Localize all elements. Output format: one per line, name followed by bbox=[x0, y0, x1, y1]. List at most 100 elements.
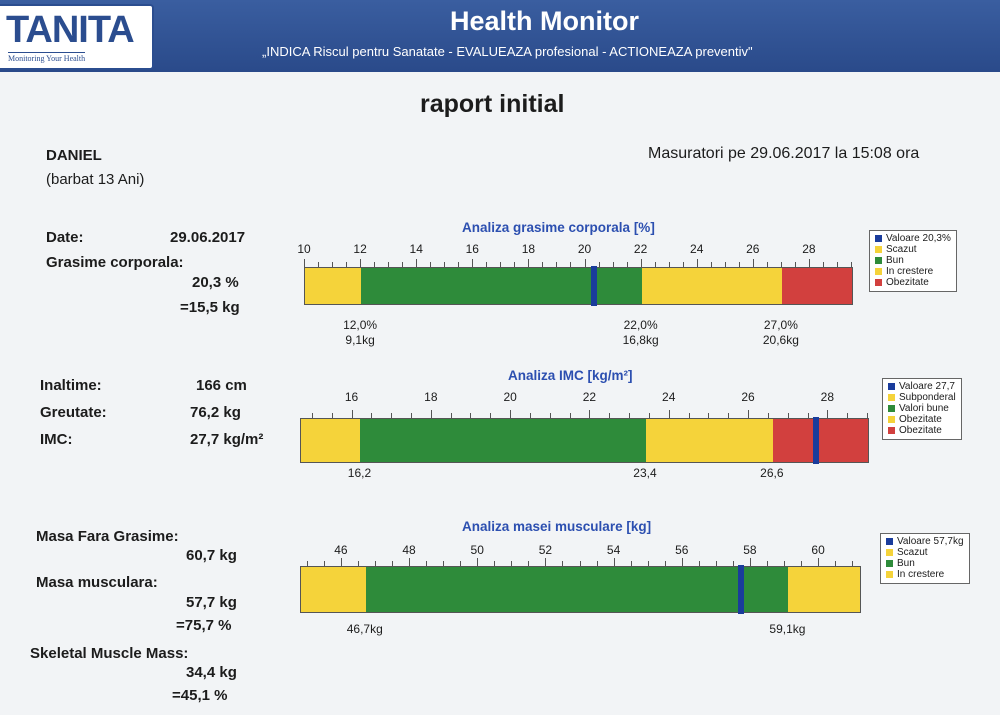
axis-tick bbox=[351, 410, 353, 418]
fat-chart-legend: Valoare 20,3% Scazut Bun In crestere Obezita… bbox=[869, 230, 957, 292]
fat-percent: 20,3 % bbox=[192, 274, 239, 291]
legend-swatch bbox=[875, 257, 882, 264]
fat-chart-title: Analiza grasime corporala [%] bbox=[462, 220, 655, 235]
legend-swatch bbox=[875, 279, 882, 286]
bar-segment-yellow bbox=[645, 419, 773, 462]
axis-tick bbox=[738, 262, 740, 267]
tick-label: 52 bbox=[538, 543, 553, 557]
threshold-value: 27,0% bbox=[763, 318, 798, 332]
axis-tick bbox=[426, 561, 428, 566]
axis-tick bbox=[688, 413, 690, 418]
bar-segment-green bbox=[365, 567, 789, 612]
axis-tick bbox=[486, 262, 488, 267]
axis-tick bbox=[668, 262, 670, 267]
app-title: Health Monitor bbox=[450, 6, 639, 36]
axis-tick bbox=[836, 262, 838, 267]
skeletal-percent: =45,1 % bbox=[172, 687, 228, 704]
axis-tick bbox=[569, 413, 571, 418]
axis-tick bbox=[851, 262, 852, 267]
tick-label: 12 bbox=[353, 242, 367, 256]
muscle-chart-legend: Valoare 57,7kg Scazut Bun In crestere bbox=[880, 533, 970, 584]
axis-tick bbox=[458, 262, 460, 267]
axis-tick bbox=[626, 262, 628, 267]
threshold-label: 59,1kg bbox=[769, 622, 805, 637]
axis-tick bbox=[304, 259, 305, 267]
height-label: Inaltime: bbox=[40, 377, 102, 394]
axis-tick bbox=[514, 262, 516, 267]
axis-tick bbox=[340, 558, 342, 566]
date-label: Date: bbox=[46, 229, 84, 246]
axis-tick bbox=[472, 259, 474, 267]
axis-tick bbox=[698, 561, 700, 566]
fat-label: Grasime corporala: bbox=[46, 254, 184, 271]
threshold-mass: 16,8kg bbox=[622, 333, 659, 347]
axis-tick bbox=[556, 262, 558, 267]
axis-tick bbox=[500, 262, 502, 267]
bar-segment-yellow bbox=[301, 567, 366, 612]
axis-tick bbox=[787, 413, 789, 418]
axis-tick bbox=[598, 262, 600, 267]
axis-tick bbox=[528, 561, 530, 566]
axis-tick bbox=[430, 262, 432, 267]
axis-tick bbox=[409, 558, 411, 566]
weight-value: 76,2 kg bbox=[190, 404, 241, 421]
legend-label: Scazut bbox=[886, 244, 917, 255]
bar-segment-green bbox=[361, 268, 642, 304]
tick-label: 28 bbox=[820, 390, 835, 404]
legend-item: Bun bbox=[875, 255, 951, 266]
axis-tick bbox=[808, 259, 810, 267]
axis-tick bbox=[374, 561, 376, 566]
legend-label: Obezitate bbox=[886, 277, 929, 288]
tick-label: 54 bbox=[606, 543, 621, 557]
axis-tick bbox=[444, 262, 446, 267]
axis-tick bbox=[579, 561, 581, 566]
tick-label: 48 bbox=[402, 543, 416, 557]
axis-tick bbox=[443, 561, 445, 566]
skeletal-kg: 34,4 kg bbox=[186, 664, 237, 681]
bar-segment-yellow bbox=[641, 268, 782, 304]
axis-tick bbox=[311, 413, 313, 418]
tick-label: 10 bbox=[297, 242, 311, 256]
legend-label: Obezitate bbox=[899, 414, 942, 425]
bmi-value: 27,7 kg/m² bbox=[190, 431, 264, 448]
person-name: DANIEL bbox=[46, 147, 102, 164]
axis-tick bbox=[664, 561, 666, 566]
legend-label: Subponderal bbox=[899, 392, 956, 403]
legend-item: Obezitate bbox=[888, 414, 956, 425]
axis-tick bbox=[589, 410, 591, 418]
tick-label: 18 bbox=[521, 242, 536, 256]
legend-swatch bbox=[886, 560, 893, 567]
bar-segment-yellow bbox=[788, 567, 860, 612]
axis-tick bbox=[357, 561, 359, 566]
tick-label: 22 bbox=[633, 242, 648, 256]
muscle-chart-title: Analiza masei musculare [kg] bbox=[462, 519, 652, 534]
legend-swatch bbox=[875, 235, 882, 242]
tanita-logo: TANITA Monitoring Your Health bbox=[0, 4, 154, 70]
axis-tick bbox=[416, 259, 418, 267]
muscle-label: Masa musculara: bbox=[36, 574, 158, 591]
axis-tick bbox=[609, 413, 611, 418]
axis-tick bbox=[648, 413, 650, 418]
legend-swatch bbox=[888, 427, 895, 434]
legend-label: Valoare 27,7 bbox=[899, 381, 955, 392]
header-bar: TANITA Monitoring Your Health Health Mon… bbox=[0, 0, 1000, 72]
axis-tick bbox=[668, 410, 670, 418]
axis-tick bbox=[780, 262, 782, 267]
legend-item: Valoare 27,7 bbox=[888, 381, 956, 392]
axis-tick bbox=[511, 561, 513, 566]
legend-item: Valoare 57,7kg bbox=[886, 536, 964, 547]
legend-swatch bbox=[888, 394, 895, 401]
axis-tick bbox=[477, 558, 479, 566]
tick-label: 58 bbox=[743, 543, 757, 557]
threshold-label: 26,6 bbox=[760, 466, 783, 481]
axis-tick bbox=[822, 262, 824, 267]
tick-label: 20 bbox=[503, 390, 517, 404]
axis-tick bbox=[724, 262, 726, 267]
legend-label: In crestere bbox=[886, 266, 934, 277]
legend-swatch bbox=[888, 416, 895, 423]
axis-tick bbox=[715, 561, 717, 566]
threshold-value: 23,4 bbox=[633, 466, 657, 480]
axis-tick bbox=[388, 262, 390, 267]
axis-tick bbox=[360, 259, 362, 267]
legend-swatch bbox=[886, 549, 893, 556]
